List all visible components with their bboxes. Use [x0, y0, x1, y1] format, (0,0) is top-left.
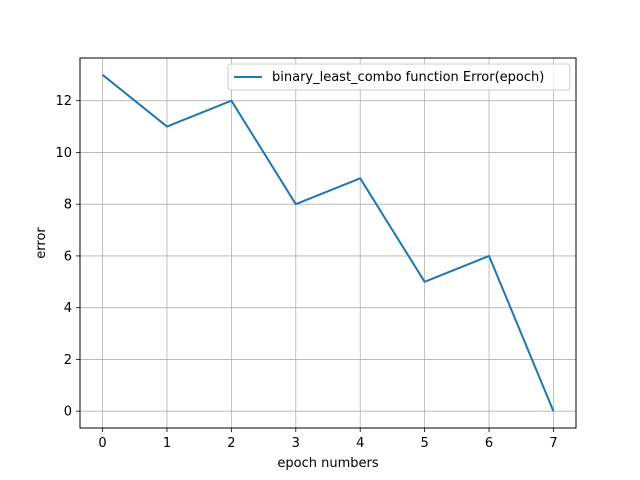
legend-label: binary_least_combo function Error(epoch)	[272, 70, 544, 85]
plot-area	[80, 58, 576, 428]
legend-box	[227, 63, 571, 91]
series-layer	[101, 74, 555, 412]
x-tick-label: 1	[163, 436, 171, 451]
y-tick-label: 2	[64, 353, 72, 368]
x-tick-label: 6	[485, 436, 493, 451]
y-tick-label: 10	[55, 146, 72, 161]
x-tick-label: 7	[549, 436, 557, 451]
y-tick-label: 4	[64, 301, 72, 316]
y-tick-label: 6	[64, 249, 72, 264]
series-line	[101, 74, 555, 412]
plot-frame	[79, 57, 577, 429]
x-axis: 0 1 2 3 4 5 6 7	[98, 428, 558, 451]
grid-lines	[80, 58, 576, 428]
x-axis-label: epoch numbers	[277, 456, 378, 471]
x-tick-label: 2	[227, 436, 235, 451]
y-tick-label: 0	[64, 405, 72, 420]
y-tick-label: 8	[64, 198, 72, 213]
x-tick-label: 3	[292, 436, 300, 451]
y-tick-label: 12	[55, 94, 72, 109]
x-tick-label: 4	[356, 436, 364, 451]
x-tick-label: 0	[98, 436, 106, 451]
y-axis-label: error	[34, 227, 49, 259]
x-tick-label: 5	[420, 436, 428, 451]
legend: binary_least_combo function Error(epoch)	[227, 63, 571, 91]
y-axis: 0 2 4 6 8 10 12	[55, 94, 80, 420]
